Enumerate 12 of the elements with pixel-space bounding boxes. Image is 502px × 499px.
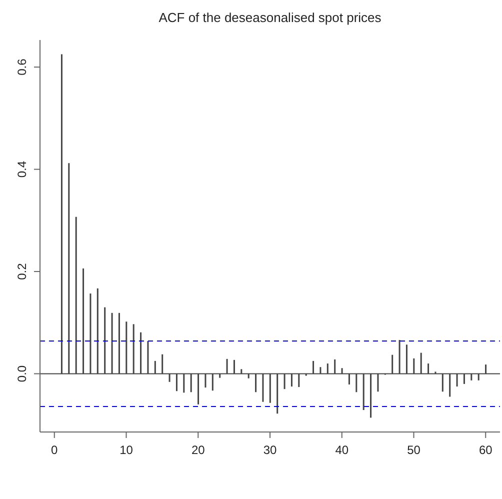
y-tick-label: 0.6 [15, 58, 29, 76]
x-tick-label: 40 [335, 443, 349, 457]
x-tick-label: 30 [263, 443, 277, 457]
chart-title: ACF of the deseasonalised spot prices [158, 10, 382, 25]
x-tick-label: 10 [120, 443, 134, 457]
y-tick-label: 0.4 [15, 160, 29, 178]
y-tick-label: 0.0 [15, 365, 29, 382]
x-tick-label: 0 [51, 443, 58, 457]
x-tick-label: 20 [191, 443, 206, 457]
x-tick-label: 50 [407, 443, 421, 457]
x-tick-label: 60 [478, 443, 493, 457]
y-tick-label: 0.2 [15, 262, 29, 280]
